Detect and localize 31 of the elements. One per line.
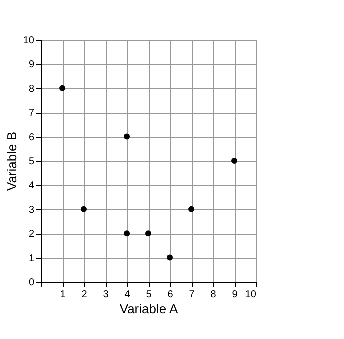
y-tick-label: 6: [28, 132, 35, 144]
y-tick-label: 9: [28, 60, 35, 71]
point: [124, 230, 130, 237]
y-tick-label: 2: [28, 229, 35, 240]
point: [188, 206, 194, 212]
point: [60, 85, 66, 92]
x-tick-label: 6: [168, 290, 174, 300]
x-tick-label: 7: [189, 290, 196, 300]
x-tick-label: 2: [82, 290, 88, 300]
y-tick-label: 0: [28, 278, 35, 288]
x-tick-label: 4: [124, 290, 131, 300]
x-tick-label: 9: [232, 290, 238, 300]
x-tick-label: 3: [103, 290, 110, 300]
x-tick-label: 8: [210, 290, 217, 300]
y-tick-label: 4: [28, 180, 35, 192]
point: [81, 206, 87, 212]
y-tick-label: 5: [28, 156, 35, 168]
y-axis-title: Variable B: [4, 132, 20, 192]
x-tick-label: 1: [60, 290, 66, 300]
y-tick-label: 1: [28, 253, 35, 264]
point: [124, 134, 130, 140]
y-tick-label: 3: [28, 204, 35, 216]
point: [146, 230, 152, 237]
y-tick-label: 7: [28, 108, 35, 120]
x-axis-title: Variable A: [120, 302, 178, 316]
y-tick-label: 10: [23, 36, 35, 46]
point: [167, 254, 173, 261]
x-tick-label: 5: [146, 290, 152, 300]
y-tick-label: 8: [28, 84, 35, 95]
x-tick-label: 10: [245, 290, 257, 300]
point: [232, 158, 238, 164]
